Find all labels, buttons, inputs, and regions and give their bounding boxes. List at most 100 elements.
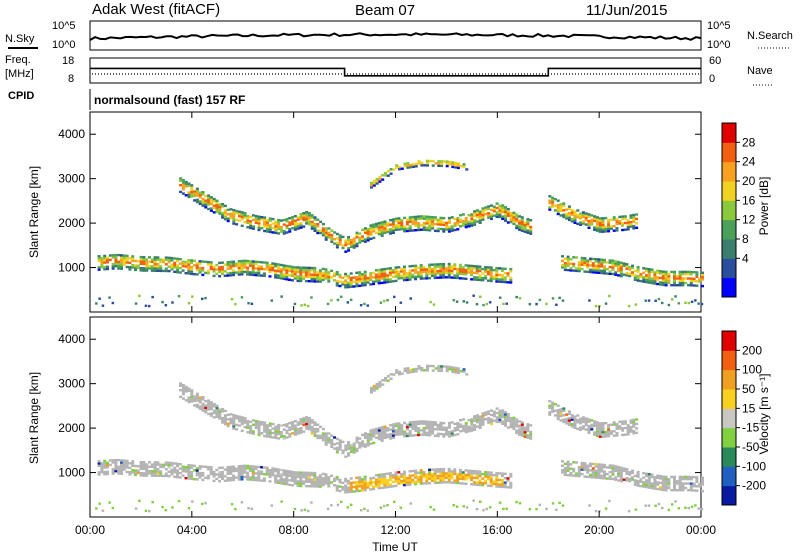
power-point — [145, 258, 149, 261]
power-point — [386, 299, 389, 302]
power-point — [265, 219, 269, 222]
velocity-point — [254, 426, 258, 429]
velocity-point — [97, 460, 101, 463]
power-point — [430, 272, 434, 275]
power-point — [439, 263, 443, 266]
power-point — [484, 206, 488, 209]
velocity-point — [408, 481, 412, 484]
velocity-point — [498, 411, 502, 415]
velocity-point — [627, 509, 631, 513]
velocity-point — [153, 472, 157, 475]
velocity-point — [170, 461, 174, 465]
velocity-point — [500, 479, 504, 482]
power-point — [464, 221, 468, 224]
power-point — [271, 269, 275, 272]
power-point — [313, 273, 317, 276]
velocity-point — [344, 444, 348, 447]
velocity-point — [296, 423, 300, 426]
velocity-point — [215, 409, 219, 412]
power-point — [344, 281, 348, 285]
power-point — [598, 221, 602, 224]
velocity-point — [106, 461, 109, 465]
velocity-point — [232, 427, 236, 430]
power-point — [263, 229, 267, 233]
power-point — [232, 271, 236, 274]
power-point — [631, 273, 634, 276]
velocity-point — [500, 483, 504, 486]
power-point — [695, 275, 699, 278]
power-point — [303, 303, 307, 306]
power-point — [417, 224, 421, 227]
velocity-point — [526, 436, 530, 439]
power-point — [501, 208, 505, 212]
velocity-point — [593, 431, 597, 434]
power-point — [570, 220, 574, 223]
power-point — [388, 278, 392, 281]
power-point — [559, 203, 563, 206]
power-point — [251, 269, 255, 272]
velocity-point — [341, 451, 345, 455]
power-point — [520, 225, 524, 228]
power-point — [226, 213, 230, 216]
power-point — [576, 216, 580, 219]
power-point — [500, 278, 504, 281]
power-point — [625, 263, 629, 266]
velocity-point — [358, 489, 362, 492]
velocity-point — [293, 507, 297, 511]
velocity-point — [125, 466, 129, 469]
velocity-point — [433, 479, 437, 482]
power-point — [296, 218, 300, 221]
power-point — [498, 296, 502, 299]
power-point — [218, 266, 222, 269]
velocity-point — [243, 419, 247, 422]
velocity-point — [335, 451, 339, 454]
velocity-point — [453, 427, 457, 430]
power-point — [97, 266, 101, 269]
power-point — [395, 164, 399, 167]
power-point — [589, 259, 592, 263]
power-point — [377, 279, 381, 283]
power-point — [229, 271, 233, 275]
velocity-point — [628, 471, 632, 474]
power-point — [167, 265, 171, 268]
power-point — [472, 294, 475, 297]
velocity-point — [618, 420, 622, 424]
velocity-point — [338, 480, 342, 484]
velocity-point — [204, 400, 208, 403]
power-point — [472, 278, 476, 281]
velocity-point — [391, 432, 395, 435]
velocity-point — [296, 473, 300, 476]
power-point — [408, 216, 412, 219]
power-point — [391, 269, 395, 272]
power-point — [296, 270, 300, 274]
power-point — [204, 203, 208, 207]
power-point — [201, 260, 205, 263]
power-point — [475, 211, 479, 214]
power-point — [569, 262, 573, 265]
velocity-point — [319, 434, 323, 437]
velocity-point — [346, 479, 350, 483]
power-point — [265, 228, 269, 231]
power-point — [386, 278, 390, 281]
power-point — [437, 164, 441, 167]
power-point — [235, 223, 239, 226]
power-point — [178, 266, 182, 270]
velocity-point — [450, 421, 454, 424]
power-point — [142, 256, 146, 259]
velocity-point — [299, 471, 303, 474]
velocity-point — [478, 479, 482, 482]
power-point — [246, 266, 250, 269]
velocity-point — [594, 469, 598, 473]
velocity-point — [428, 423, 432, 426]
velocity-point — [509, 425, 513, 429]
velocity-point — [338, 443, 342, 447]
power-point — [569, 267, 573, 270]
power-point — [223, 215, 227, 219]
velocity-point — [631, 476, 634, 479]
power-point — [274, 227, 278, 230]
velocity-point — [636, 473, 640, 476]
power-point — [428, 159, 432, 163]
velocity-point — [442, 428, 446, 431]
velocity-point — [206, 465, 210, 469]
velocity-point — [366, 481, 370, 485]
